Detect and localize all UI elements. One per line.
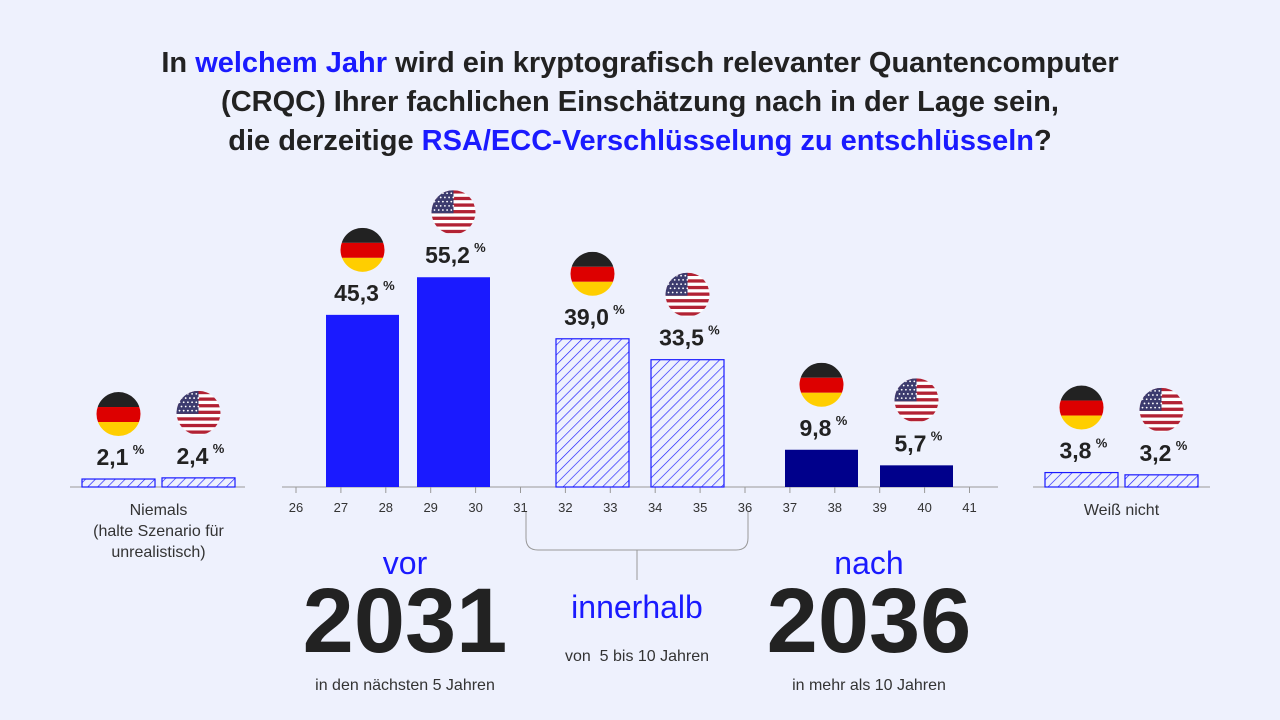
bar-de — [785, 449, 858, 487]
x-tick-label: 34 — [648, 500, 662, 515]
innerhalb-word: innerhalb — [571, 589, 703, 625]
data-label: 33,5 — [659, 325, 704, 351]
bar-us — [1124, 474, 1199, 488]
germany-flag-icon — [1059, 385, 1104, 430]
percent-sign: % — [213, 441, 225, 456]
nach-word: nach — [834, 545, 903, 581]
usa-flag-icon — [176, 390, 221, 435]
nach-year: 2036 — [767, 570, 972, 672]
x-tick-label: 27 — [334, 500, 348, 515]
category-label: Weiß nicht — [1084, 502, 1160, 519]
percent-sign: % — [133, 442, 145, 457]
category-label: Niemals — [130, 502, 188, 519]
data-label: 9,8 — [800, 415, 832, 441]
data-label: 5,7 — [895, 430, 927, 456]
category-label: unrealistisch) — [111, 544, 205, 561]
title-highlight: welchem Jahr — [195, 47, 388, 79]
percent-sign: % — [474, 240, 486, 255]
vor-subtitle: in den nächsten 5 Jahren — [315, 677, 495, 694]
category-label: (halte Szenario für — [93, 523, 224, 540]
vor-year: 2031 — [303, 570, 508, 672]
x-tick-label: 30 — [468, 500, 482, 515]
x-tick-label: 26 — [289, 500, 303, 515]
innerhalb-subtitle: von 5 bis 10 Jahren — [565, 648, 709, 665]
usa-flag-icon — [665, 272, 710, 317]
vor-word: vor — [383, 545, 428, 581]
percent-sign: % — [1096, 436, 1108, 451]
percent-sign: % — [383, 278, 395, 293]
percent-sign: % — [613, 302, 625, 317]
bar-de — [1044, 471, 1119, 488]
data-label: 3,2 — [1140, 440, 1172, 466]
data-label: 3,8 — [1060, 438, 1092, 464]
x-tick-label: 28 — [379, 500, 393, 515]
bar-de — [555, 338, 630, 488]
usa-flag-icon — [431, 190, 476, 235]
percent-sign: % — [931, 428, 943, 443]
x-tick-label: 36 — [738, 500, 752, 515]
bar-us — [161, 477, 236, 488]
title-text: die derzeitige — [228, 125, 422, 157]
x-tick-label: 38 — [828, 500, 842, 515]
bar-de — [326, 314, 399, 487]
title-line-1: In welchem Jahr wird ein kryptografisch … — [0, 44, 1280, 83]
x-tick-label: 40 — [917, 500, 931, 515]
data-label: 55,2 — [425, 242, 470, 268]
x-tick-label: 29 — [423, 500, 437, 515]
chart-title: In welchem Jahr wird ein kryptografisch … — [0, 44, 1280, 161]
data-label: 2,4 — [177, 443, 209, 469]
percent-sign: % — [836, 413, 848, 428]
bar-us — [417, 277, 490, 487]
data-label: 45,3 — [334, 280, 379, 306]
x-tick-label: 37 — [783, 500, 797, 515]
germany-flag-icon — [96, 392, 141, 437]
nach-subtitle: in mehr als 10 Jahren — [792, 677, 946, 694]
title-text: In — [161, 47, 196, 79]
germany-flag-icon — [799, 362, 844, 407]
x-tick-label: 31 — [513, 500, 527, 515]
title-line-2: (CRQC) Ihrer fachlichen Einschätzung nac… — [221, 86, 1059, 118]
title-text: wird ein kryptografisch relevanter Quant… — [387, 47, 1119, 79]
title-highlight: RSA/ECC-Verschlüsselung zu entschlüsseln — [421, 125, 1035, 157]
percent-sign: % — [1176, 438, 1188, 453]
bar-de — [81, 478, 156, 488]
x-tick-label: 32 — [558, 500, 572, 515]
germany-flag-icon — [570, 251, 615, 296]
x-tick-label: 35 — [693, 500, 707, 515]
germany-flag-icon — [340, 227, 385, 272]
bar-us — [880, 465, 953, 487]
x-tick-label: 33 — [603, 500, 617, 515]
x-tick-label: 39 — [872, 500, 886, 515]
bar-us — [650, 359, 725, 488]
usa-flag-icon — [1139, 387, 1184, 432]
innerhalb-bracket — [525, 512, 749, 580]
data-label: 2,1 — [97, 444, 129, 470]
title-line-3: die derzeitige RSA/ECC-Verschlüsselung z… — [0, 122, 1280, 161]
data-label: 39,0 — [564, 304, 609, 330]
title-text: ? — [1034, 125, 1052, 157]
usa-flag-icon — [894, 378, 939, 423]
x-tick-label: 41 — [962, 500, 976, 515]
percent-sign: % — [708, 323, 720, 338]
